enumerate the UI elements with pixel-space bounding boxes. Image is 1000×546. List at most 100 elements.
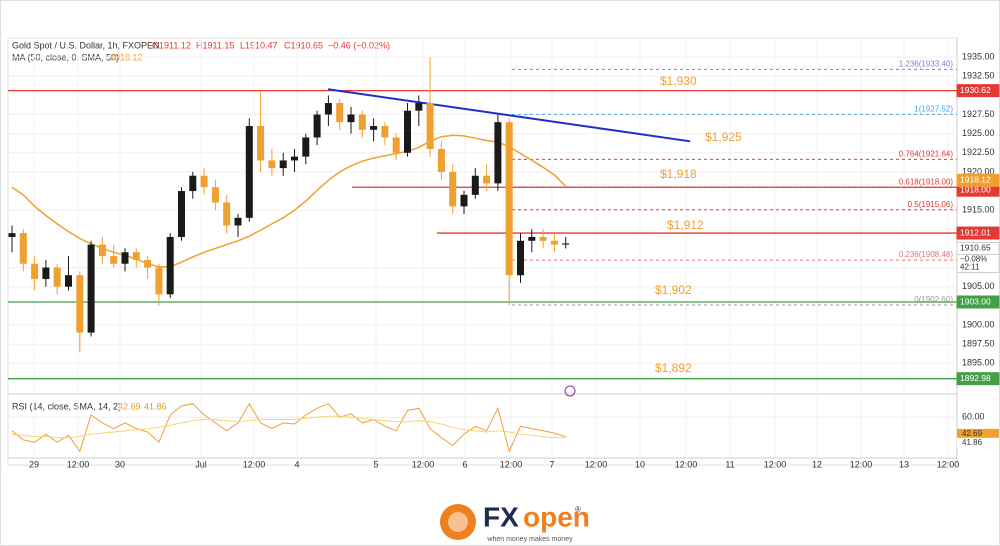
candle-body xyxy=(132,252,140,260)
candle-body xyxy=(460,194,468,207)
price-tag-label: 1903.00 xyxy=(960,296,991,306)
current-price-box xyxy=(956,253,1000,273)
candle-body xyxy=(76,275,84,333)
y-tick-label: 1895.00 xyxy=(962,358,995,368)
rsi-tag xyxy=(957,437,999,448)
x-tick-label: 12:00 xyxy=(675,459,698,469)
candle-body xyxy=(426,103,434,149)
candle-body xyxy=(65,275,72,287)
x-tick-label: 4 xyxy=(294,459,299,469)
candle-body xyxy=(144,259,152,268)
ohlc-value: −0.46 (−0.02%) xyxy=(328,40,390,50)
x-tick-label: 12:00 xyxy=(850,459,873,469)
y-tick-label: 1927.50 xyxy=(962,109,995,119)
candle-body xyxy=(279,160,287,169)
y-tick-label: 1932.50 xyxy=(962,71,995,81)
x-tick-label: 10 xyxy=(635,459,645,469)
x-tick-label: 5 xyxy=(373,459,378,469)
x-tick-label: 12:00 xyxy=(67,459,90,469)
x-tick-label: Jul xyxy=(195,459,207,469)
rsi-tag-label: 41.86 xyxy=(962,438,983,447)
x-tick-label: 12:00 xyxy=(412,459,435,469)
candle-body xyxy=(257,126,265,161)
candle-body xyxy=(19,233,27,264)
x-tick-label: 12:00 xyxy=(500,459,523,469)
x-tick-label: 6 xyxy=(462,459,467,469)
x-tick-label: 12:00 xyxy=(585,459,608,469)
candle-body xyxy=(370,126,378,130)
rsi-ma-legend-value: 41.86 xyxy=(144,401,167,411)
event-icon[interactable] xyxy=(564,385,576,397)
x-tick-label: 12:00 xyxy=(764,459,787,469)
y-tick-label: 1900.00 xyxy=(962,319,995,329)
candle-body xyxy=(550,240,558,245)
fib-label: 0.764(1921.64) xyxy=(899,149,954,158)
x-tick-label: 13 xyxy=(899,459,909,469)
x-tick-label: 29 xyxy=(29,459,39,469)
candle-body xyxy=(437,148,445,172)
ma-tag-label: 1918.12 xyxy=(960,175,991,185)
y-tick-label: 1897.50 xyxy=(962,338,995,348)
candle-body xyxy=(211,187,219,203)
candle-body xyxy=(505,122,513,276)
candle-body xyxy=(415,103,423,111)
candle-body xyxy=(494,122,502,184)
candle-body xyxy=(268,160,276,169)
candle-body xyxy=(528,236,536,241)
ohlc-value: C1910.65 xyxy=(284,40,323,50)
fib-label: 1(1927.52) xyxy=(914,104,953,113)
fib-label: 1.236(1933.40) xyxy=(899,59,954,68)
rsi-line xyxy=(11,415,566,439)
rsi-tick-label: 60.00 xyxy=(962,412,985,422)
price-tag-label: 1918.00 xyxy=(960,184,991,194)
candle-body xyxy=(200,175,208,188)
y-tick-label: 1922.50 xyxy=(962,147,995,157)
candle-body xyxy=(483,175,491,184)
candle-body xyxy=(347,114,355,123)
candle-body xyxy=(166,236,174,295)
y-tick-label: 1905.00 xyxy=(962,281,995,291)
candle-body xyxy=(189,175,197,192)
candle-body xyxy=(358,114,366,130)
candle-body xyxy=(223,202,231,226)
y-tick-label: 1920.00 xyxy=(962,166,995,176)
ohlc-value: H1911.15 xyxy=(196,40,234,50)
logo: FX open ® when money makes money xyxy=(440,501,590,543)
level-annotation: $1,892 xyxy=(655,361,692,375)
candle-body xyxy=(449,171,457,207)
candle-body xyxy=(562,243,570,245)
candle-body xyxy=(155,267,163,295)
price-tag-label: 1892.98 xyxy=(960,373,991,383)
candle-body xyxy=(302,137,310,157)
candle-body xyxy=(234,217,242,226)
candle-body xyxy=(121,252,129,264)
candle-body xyxy=(517,240,524,276)
price-tag xyxy=(956,226,1000,240)
level-annotation: $1,918 xyxy=(660,167,697,181)
candle-body xyxy=(110,256,118,264)
price-tag xyxy=(956,295,1000,309)
level-annotation: $1,902 xyxy=(655,283,692,297)
current-price-tag-label: 1910.65 xyxy=(960,243,991,253)
brand-fx: FX xyxy=(483,501,519,532)
tagline: when money makes money xyxy=(486,536,573,543)
candle-body xyxy=(313,114,321,138)
x-tick-label: 11 xyxy=(725,459,734,469)
ohlc-value: O1911.12 xyxy=(152,40,191,50)
rsi-tag xyxy=(957,428,999,439)
rsi-tag-label: 42.69 xyxy=(962,429,983,438)
candle-body xyxy=(42,267,50,280)
fib-label: 0.618(1918.00) xyxy=(899,177,954,186)
brand-mark: ® xyxy=(575,505,581,514)
price-tag xyxy=(956,84,1000,98)
countdown: 42:11 xyxy=(960,263,980,272)
y-tick-label: 1935.00 xyxy=(962,52,995,62)
level-annotation: $1,912 xyxy=(667,218,704,232)
candle-body xyxy=(178,191,185,237)
price-tag xyxy=(956,372,1000,386)
rsi-legend-value: 42.69 xyxy=(118,401,141,411)
x-tick-label: 7 xyxy=(549,459,554,469)
price-change: −0.08% xyxy=(960,255,987,264)
logo-icon-inner xyxy=(448,512,468,532)
level-annotation: $1,925 xyxy=(705,130,742,144)
